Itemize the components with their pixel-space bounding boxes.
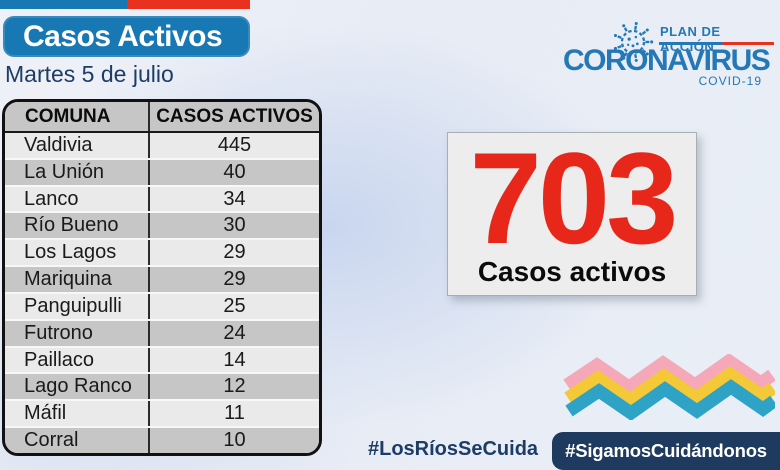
total-cases-label: Casos activos bbox=[477, 256, 667, 287]
coronavirus-logo: PLAN DE ACCIÓN CORONAVIRUS COVID-19 bbox=[560, 16, 776, 88]
table-row: Máfil 11 bbox=[5, 399, 319, 427]
comuna-cell: Futrono bbox=[24, 321, 93, 344]
table-row: Valdivia 445 bbox=[5, 133, 319, 158]
table-row: Lanco 34 bbox=[5, 184, 319, 212]
table-row: Los Lagos 29 bbox=[5, 238, 319, 266]
logo-name-text: CORONAVIRUS bbox=[563, 44, 771, 77]
comuna-cell: Río Bueno bbox=[24, 214, 119, 237]
zigzag-teal-stripe bbox=[569, 387, 774, 413]
casos-cell: 24 bbox=[148, 320, 319, 346]
page-title: Casos Activos bbox=[23, 19, 223, 53]
casos-cell: 29 bbox=[148, 267, 319, 292]
table-header-row: COMUNA CASOS ACTIVOS bbox=[5, 102, 319, 133]
comuna-cell: Lanco bbox=[24, 187, 79, 210]
total-cases-value: 703 bbox=[469, 125, 679, 271]
comuna-cell: La Unión bbox=[24, 160, 105, 183]
report-date: Martes 5 de julio bbox=[5, 61, 174, 87]
comuna-cell: Corral bbox=[24, 429, 79, 452]
table-row: La Unión 40 bbox=[5, 157, 319, 185]
flag-strip-blue bbox=[0, 0, 127, 9]
table-row: Paillaco 14 bbox=[5, 345, 319, 373]
zigzag-decoration bbox=[563, 354, 775, 420]
page-title-banner: Casos Activos bbox=[3, 16, 250, 57]
casos-cell: 29 bbox=[148, 240, 319, 266]
logo-sub-text: COVID-19 bbox=[698, 74, 762, 88]
casos-cell: 25 bbox=[148, 293, 319, 319]
table-header-casos: CASOS ACTIVOS bbox=[148, 102, 319, 131]
casos-cell: 40 bbox=[148, 159, 319, 185]
casos-cell: 30 bbox=[148, 213, 319, 239]
comuna-cell: Los Lagos bbox=[24, 241, 117, 264]
table-row: Corral 10 bbox=[5, 426, 319, 453]
hashtag-sigamos-badge: #SigamosCuidándonos bbox=[552, 432, 780, 470]
table-row: Mariquina 29 bbox=[5, 265, 319, 292]
comuna-cell: Panguipulli bbox=[24, 294, 122, 317]
casos-cell: 10 bbox=[148, 428, 319, 453]
casos-cell: 445 bbox=[148, 133, 319, 158]
table-row: Río Bueno 30 bbox=[5, 211, 319, 239]
flag-strip-red bbox=[127, 0, 250, 9]
comuna-cell: Paillaco bbox=[24, 348, 95, 371]
casos-cell: 12 bbox=[148, 374, 319, 400]
hashtag-sigamos-text: #SigamosCuidándonos bbox=[565, 440, 767, 461]
cases-table: COMUNA CASOS ACTIVOS Valdivia 445 La Unión… bbox=[2, 99, 322, 456]
casos-cell: 34 bbox=[148, 186, 319, 212]
casos-cell: 11 bbox=[148, 401, 319, 427]
table-row: Lago Ranco 12 bbox=[5, 372, 319, 400]
comuna-cell: Valdivia bbox=[24, 133, 93, 156]
comuna-cell: Lago Ranco bbox=[24, 375, 132, 398]
table-body: Valdivia 445 La Unión 40 Lanco 34 Río Bueno 30 L… bbox=[5, 133, 319, 453]
comuna-cell: Máfil bbox=[24, 402, 67, 425]
total-cases-box: 703 Casos activos bbox=[447, 132, 697, 296]
casos-cell: 14 bbox=[148, 347, 319, 373]
table-row: Panguipulli 25 bbox=[5, 291, 319, 319]
coronavirus-icon bbox=[613, 22, 654, 62]
table-row: Futrono 24 bbox=[5, 318, 319, 346]
comuna-cell: Mariquina bbox=[24, 268, 112, 291]
hashtag-los-rios: #LosRíosSeCuida bbox=[368, 438, 539, 460]
logo-underline bbox=[659, 42, 774, 45]
table-header-comuna: COMUNA bbox=[25, 105, 111, 127]
